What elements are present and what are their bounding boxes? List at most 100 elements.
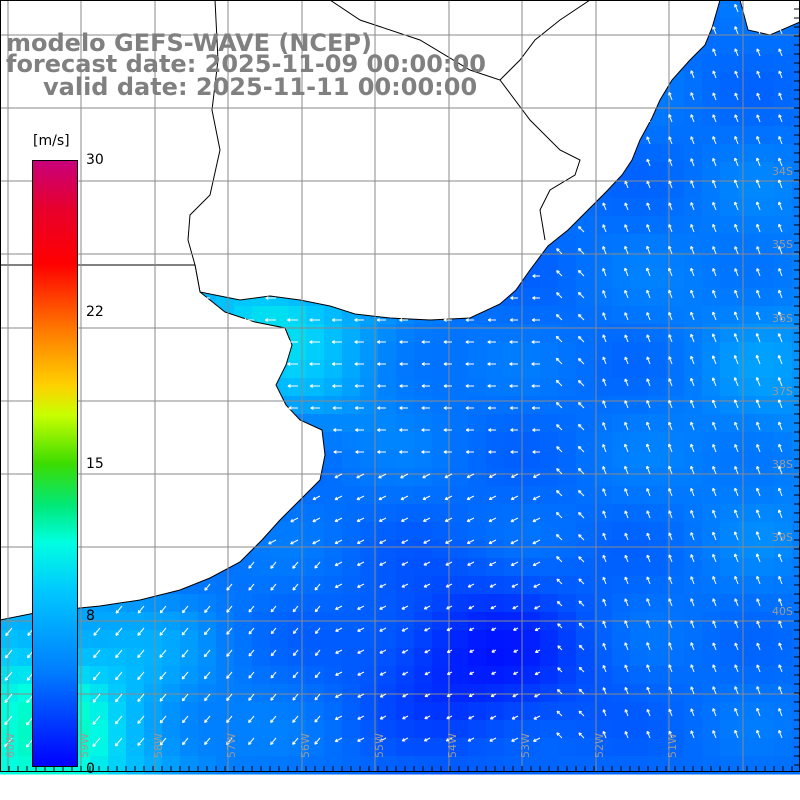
wind-arrow bbox=[248, 693, 255, 701]
wind-cell bbox=[738, 738, 757, 757]
wind-arrow bbox=[377, 384, 386, 388]
wind-cell bbox=[684, 270, 703, 289]
wind-cell bbox=[540, 306, 559, 325]
wind-arrow bbox=[402, 693, 409, 698]
wind-cell bbox=[144, 738, 163, 757]
wind-cell bbox=[450, 360, 469, 379]
wind-cell bbox=[360, 396, 379, 415]
wind-cell bbox=[774, 216, 793, 235]
wind-cell bbox=[666, 594, 685, 613]
wind-arrow bbox=[668, 114, 673, 123]
wind-cell bbox=[702, 558, 721, 577]
wind-cell bbox=[360, 738, 379, 757]
wind-cell bbox=[504, 756, 523, 775]
wind-cell bbox=[774, 558, 793, 577]
wind-arrow bbox=[578, 578, 585, 585]
title-valid: valid date: 2025-11-11 00:00:00 bbox=[43, 73, 478, 101]
wind-arrow bbox=[556, 710, 563, 717]
wind-arrow bbox=[401, 627, 409, 632]
wind-cell bbox=[648, 378, 667, 397]
wind-cell bbox=[306, 306, 325, 325]
wind-cell bbox=[270, 306, 289, 325]
wind-cell bbox=[666, 468, 685, 487]
wind-cell bbox=[144, 684, 163, 703]
wind-cell bbox=[306, 540, 325, 559]
wind-arrow bbox=[399, 318, 408, 322]
wind-arrow bbox=[602, 356, 607, 365]
wind-cell bbox=[702, 180, 721, 199]
wind-cell bbox=[648, 594, 667, 613]
wind-arrow bbox=[668, 267, 673, 277]
wind-cell bbox=[648, 234, 667, 253]
wind-cell bbox=[738, 162, 757, 181]
wind-cell bbox=[774, 36, 793, 55]
wind-cell bbox=[342, 594, 361, 613]
wind-arrow bbox=[690, 642, 695, 651]
wind-cell bbox=[558, 720, 577, 739]
wind-cell bbox=[756, 108, 775, 127]
wind-arrow bbox=[646, 554, 651, 563]
wind-arrow bbox=[421, 362, 430, 366]
wind-arrow bbox=[712, 201, 717, 211]
wind-cell bbox=[720, 144, 739, 163]
wind-cell bbox=[630, 288, 649, 307]
wind-cell bbox=[270, 630, 289, 649]
wind-cell bbox=[666, 144, 685, 163]
wind-cell bbox=[324, 522, 343, 541]
wind-cell bbox=[162, 684, 181, 703]
wind-cell bbox=[738, 648, 757, 667]
wind-arrow bbox=[690, 399, 695, 409]
wind-cell bbox=[504, 648, 523, 667]
land-uruguay-brazil bbox=[0, 0, 721, 321]
wind-cell bbox=[774, 756, 793, 775]
wind-cell bbox=[720, 396, 739, 415]
wind-arrow bbox=[668, 136, 673, 145]
wind-arrow bbox=[532, 450, 540, 454]
wind-arrow bbox=[755, 509, 761, 519]
wind-cell bbox=[558, 684, 577, 703]
wind-arrow bbox=[602, 246, 607, 255]
wind-cell bbox=[306, 486, 325, 505]
wind-cell bbox=[0, 756, 19, 775]
wind-cell bbox=[576, 666, 595, 685]
wind-cell bbox=[630, 558, 649, 577]
wind-arrow bbox=[733, 531, 739, 541]
wind-arrow bbox=[445, 737, 453, 742]
wind-arrow bbox=[510, 539, 519, 545]
wind-cell bbox=[558, 342, 577, 361]
wind-arrow bbox=[93, 627, 101, 636]
wind-arrow bbox=[734, 421, 739, 431]
wind-cell bbox=[738, 144, 757, 163]
wind-arrow bbox=[314, 715, 321, 723]
wind-cell bbox=[684, 630, 703, 649]
wind-arrow bbox=[755, 553, 761, 563]
wind-arrow bbox=[734, 729, 739, 739]
wind-arrow bbox=[287, 362, 298, 366]
wind-arrow bbox=[556, 248, 563, 255]
wind-cell bbox=[684, 144, 703, 163]
wind-cell bbox=[414, 720, 433, 739]
wind-cell bbox=[450, 594, 469, 613]
wind-cell bbox=[720, 18, 739, 37]
wind-cell bbox=[756, 648, 775, 667]
wind-arrow bbox=[733, 311, 739, 321]
wind-cell bbox=[702, 504, 721, 523]
wind-arrow bbox=[624, 421, 629, 431]
wind-arrow bbox=[690, 92, 695, 101]
wind-cell bbox=[738, 360, 757, 379]
wind-cell bbox=[666, 648, 685, 667]
wind-arrow bbox=[243, 318, 254, 322]
wind-cell bbox=[108, 666, 127, 685]
longitude-label: 56W bbox=[299, 733, 312, 758]
wind-cell bbox=[342, 324, 361, 343]
wind-cell bbox=[684, 468, 703, 487]
wind-cell bbox=[756, 522, 775, 541]
wind-arrow bbox=[734, 620, 739, 629]
wind-cell bbox=[594, 396, 613, 415]
wind-cell bbox=[414, 342, 433, 361]
wind-arrow bbox=[734, 575, 739, 585]
wind-cell bbox=[360, 360, 379, 379]
wind-cell bbox=[720, 72, 739, 91]
wind-cell bbox=[270, 558, 289, 577]
